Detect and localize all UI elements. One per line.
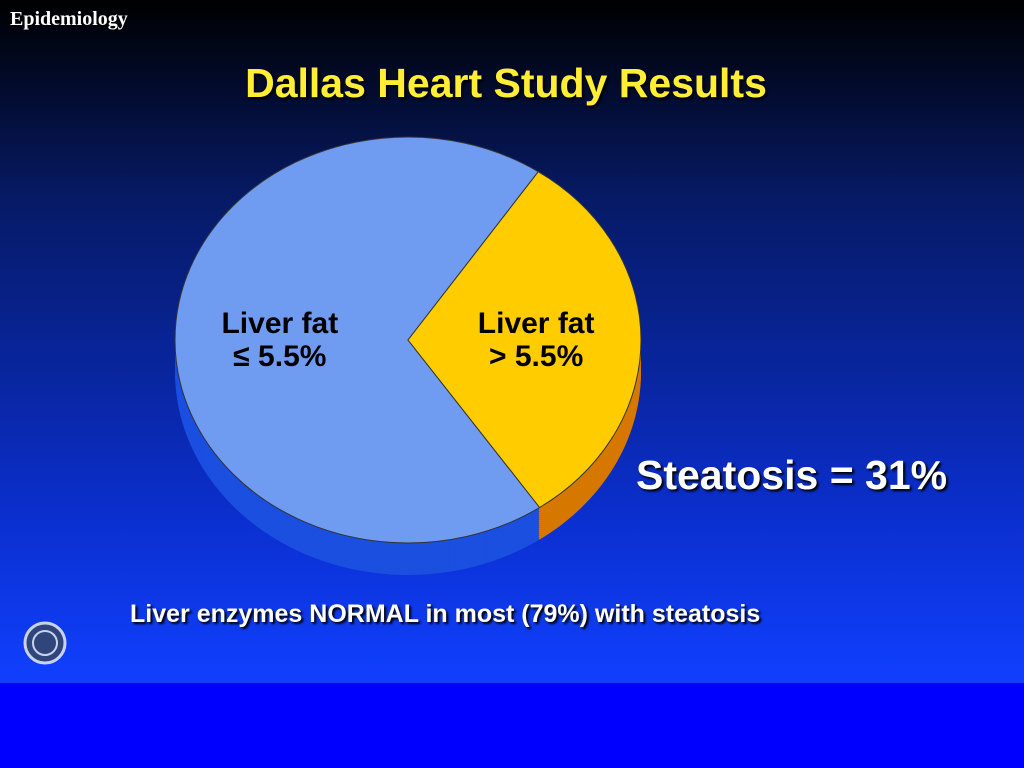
bottom-band [0, 683, 1024, 768]
logo [23, 621, 67, 665]
header: Epidemiology [10, 8, 128, 30]
annotation: Steatosis = 31% [636, 452, 948, 498]
footnote: Liver enzymes NORMAL in most (79%) with … [130, 600, 761, 628]
chart-title: Dallas Heart Study Results [245, 60, 767, 106]
slice-label: Liver fat > 5.5% [477, 306, 595, 373]
pie-slice [174, 136, 541, 544]
pie-slice [407, 171, 642, 509]
slice-label: Liver fat ≤ 5.5% [221, 307, 339, 374]
